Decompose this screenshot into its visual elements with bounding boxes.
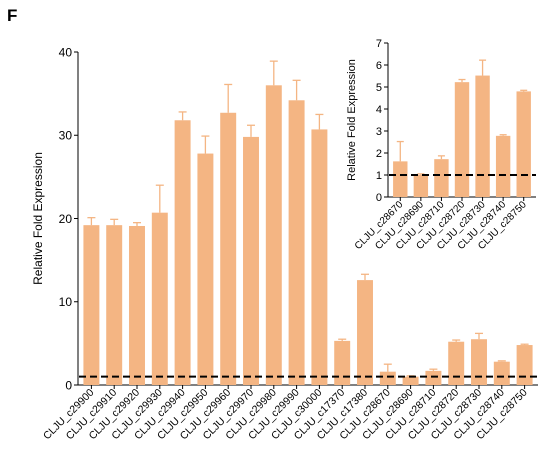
bar	[393, 161, 407, 197]
bar	[175, 120, 191, 385]
bar	[403, 377, 419, 385]
bar	[357, 280, 373, 385]
bar	[517, 345, 533, 385]
y-tick-label: 40	[59, 45, 73, 59]
bar	[197, 154, 213, 385]
bar	[380, 372, 396, 385]
y-tick-label: 20	[59, 212, 73, 226]
y-tick-label: 2	[376, 148, 382, 160]
bar	[494, 362, 510, 385]
y-tick-label: 4	[376, 104, 382, 116]
y-tick-label: 0	[65, 378, 72, 392]
bar	[83, 225, 99, 385]
y-tick-label: 5	[376, 82, 382, 94]
bar	[425, 371, 441, 385]
bar	[517, 91, 531, 197]
bar	[129, 226, 145, 385]
bar	[434, 159, 448, 197]
bar	[289, 100, 305, 385]
bar	[334, 341, 350, 385]
bar	[266, 85, 282, 385]
bar	[455, 82, 469, 197]
bar	[243, 137, 259, 385]
y-tick-label: 3	[376, 126, 382, 138]
y-tick-label: 10	[59, 295, 73, 309]
bar	[152, 213, 168, 385]
y-tick-label: 1	[376, 170, 382, 182]
y-tick-label: 7	[376, 38, 382, 50]
y-tick-label: 6	[376, 60, 382, 72]
bar	[414, 175, 428, 197]
y-axis-title: Relative Fold Expression	[346, 59, 358, 181]
bar	[496, 136, 510, 197]
bar	[471, 339, 487, 385]
y-tick-label: 0	[376, 192, 382, 204]
bar	[475, 76, 489, 197]
bar	[220, 113, 236, 385]
y-axis-title: Relative Fold Expression	[31, 152, 45, 285]
bar	[311, 129, 327, 385]
bar	[448, 342, 464, 385]
y-tick-label: 30	[59, 129, 73, 143]
bar	[106, 225, 122, 385]
